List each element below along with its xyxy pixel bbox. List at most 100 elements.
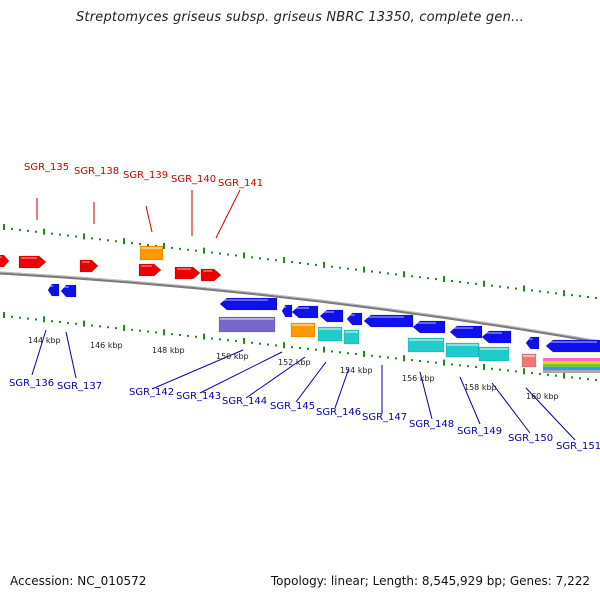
track-tick <box>427 277 429 280</box>
track-tick <box>523 285 525 292</box>
forward-gene-shine <box>21 257 37 259</box>
forward-feature-orange <box>139 245 164 261</box>
top-gene-label[interactable]: SGR_139 <box>123 170 168 181</box>
track-tick <box>91 324 93 327</box>
scale-label: 146 kbp <box>90 341 123 350</box>
forward-gene <box>138 263 162 277</box>
feature-purple <box>218 316 276 333</box>
track-tick <box>179 334 181 337</box>
bottom-gene-label[interactable]: SGR_145 <box>270 401 315 412</box>
bottom-gene-label[interactable]: SGR_142 <box>129 387 174 398</box>
track-tick <box>515 287 517 290</box>
bottom-gene-label[interactable]: SGR_151 <box>556 441 600 452</box>
track-tick <box>35 318 37 321</box>
reverse-gene-shine <box>366 316 404 318</box>
bottom-gene-label[interactable]: SGR_146 <box>316 407 361 418</box>
reverse-gene-shine <box>349 314 355 316</box>
top-gene-label[interactable]: SGR_140 <box>171 174 216 185</box>
track-tick <box>411 275 413 278</box>
top-gene-label[interactable]: SGR_135 <box>24 162 69 173</box>
track-tick <box>251 256 253 259</box>
track-tick <box>275 344 277 347</box>
track-tick <box>443 359 445 366</box>
track-tick <box>59 233 61 236</box>
track-tick <box>499 368 501 371</box>
track-tick <box>131 328 133 331</box>
genome-backbone-highlight <box>0 271 600 342</box>
track-tick <box>27 317 29 320</box>
track-tick <box>3 224 5 230</box>
leader-line <box>459 376 481 425</box>
track-tick <box>187 334 189 337</box>
reverse-gene <box>281 304 293 318</box>
bottom-gene-label[interactable]: SGR_150 <box>508 433 553 444</box>
feature-pink <box>521 353 537 368</box>
track-tick <box>187 248 189 251</box>
bottom-gene-label[interactable]: SGR_136 <box>9 378 54 389</box>
track-tick <box>67 321 69 324</box>
bottom-gene-label[interactable]: SGR_148 <box>409 419 454 430</box>
track-tick <box>139 243 141 246</box>
track-tick <box>587 378 589 381</box>
track-tick <box>67 234 69 237</box>
track-tick <box>323 346 325 353</box>
track-tick <box>459 364 461 367</box>
scale-label: 160 kbp <box>526 392 559 401</box>
leader-line <box>65 331 77 379</box>
scale-label: 144 kbp <box>28 336 61 345</box>
track-tick <box>363 350 365 357</box>
track-tick <box>195 249 197 252</box>
track-tick <box>243 252 245 259</box>
track-tick <box>203 247 205 254</box>
track-tick <box>419 276 421 279</box>
track-tick <box>27 229 29 232</box>
track-tick <box>227 339 229 342</box>
top-gene-label[interactable]: SGR_138 <box>74 166 119 177</box>
track-tick <box>163 329 165 336</box>
track-tick <box>59 321 61 324</box>
feature-cyan <box>317 326 343 342</box>
track-tick <box>283 257 285 264</box>
reverse-gene-shine <box>548 341 597 343</box>
track-tick <box>331 265 333 268</box>
track-tick <box>235 340 237 343</box>
track-tick <box>507 369 509 372</box>
track-tick <box>19 228 21 231</box>
label-leader-lines <box>31 189 576 441</box>
track-tick <box>131 242 133 245</box>
track-tick <box>443 276 445 283</box>
track-tick <box>91 237 93 240</box>
reverse-gene <box>291 305 319 319</box>
forward-feature-orange-shine <box>141 247 162 249</box>
track-tick <box>331 350 333 353</box>
bottom-gene-label[interactable]: SGR_143 <box>176 391 221 402</box>
track-tick <box>339 266 341 269</box>
genome-stats-label: Topology: linear; Length: 8,545,929 bp; … <box>270 574 590 588</box>
track-tick <box>195 335 197 338</box>
track-tick <box>571 376 573 379</box>
bottom-gene-label[interactable]: SGR_147 <box>362 412 407 423</box>
map-title: Streptomyces griseus subsp. griseus NBRC… <box>75 10 525 25</box>
track-tick <box>315 263 317 266</box>
track-tick <box>547 373 549 376</box>
track-tick <box>83 320 85 327</box>
bottom-gene-label[interactable]: SGR_137 <box>57 381 102 392</box>
scale-label: 152 kbp <box>278 358 311 367</box>
feature-orange <box>290 322 316 338</box>
track-tick <box>339 351 341 354</box>
forward-gene <box>200 268 222 282</box>
bottom-gene-label[interactable]: SGR_149 <box>457 426 502 437</box>
feature-orange-shine <box>292 324 314 326</box>
track-tick <box>587 296 589 299</box>
forward-gene-shine <box>177 268 191 270</box>
track-tick <box>395 357 397 360</box>
top-gene-label[interactable]: SGR_141 <box>218 178 263 189</box>
track-tick <box>155 244 157 247</box>
track-tick <box>419 359 421 362</box>
track-tick <box>475 282 477 285</box>
track-tick <box>179 247 181 250</box>
track-tick <box>123 238 125 245</box>
bottom-gene-label[interactable]: SGR_144 <box>222 396 267 407</box>
forward-gene <box>79 259 99 273</box>
